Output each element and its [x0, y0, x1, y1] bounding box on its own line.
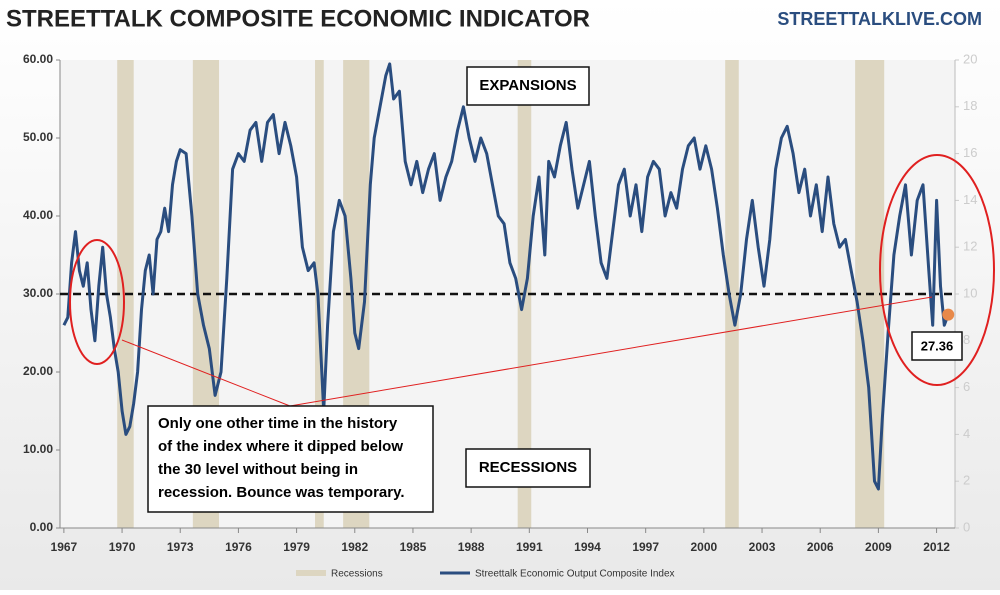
x-tick-label: 1967 [51, 540, 78, 554]
chart-title: STREETTALK COMPOSITE ECONOMIC INDICATOR [6, 5, 590, 32]
x-tick-label: 1994 [574, 540, 601, 554]
x-tick-label: 2006 [807, 540, 834, 554]
legend-swatch [296, 570, 326, 576]
x-tick-label: 2003 [749, 540, 776, 554]
y2-tick-label: 20 [963, 51, 977, 66]
recessions-label: RECESSIONS [479, 459, 577, 476]
x-tick-label: 1985 [400, 540, 427, 554]
arrow [121, 339, 291, 407]
y2-tick-label: 18 [963, 98, 977, 113]
data-line [62, 62, 950, 491]
y2-tick-label: 2 [963, 473, 970, 488]
x-tick-label: 1979 [283, 540, 310, 554]
last-value-label: 27.36 [921, 338, 954, 353]
annotations: 27.36 Only one other time in the history o… [69, 66, 995, 580]
last-point [942, 308, 955, 321]
y2-tick-label: 16 [963, 145, 977, 160]
y2-tick-label: 8 [963, 332, 970, 347]
y-tick-label: 10.00 [23, 442, 53, 456]
highlight-circle [879, 154, 995, 386]
x-tick-label: 2000 [691, 540, 718, 554]
y2-tick-label: 0 [963, 519, 970, 534]
x-tick-label: 1991 [516, 540, 543, 554]
y2-tick-label: 4 [963, 426, 970, 441]
label-box [911, 331, 963, 361]
label-box [466, 66, 590, 106]
y-tick-label: 60.00 [23, 52, 53, 66]
y-tick-label: 20.00 [23, 364, 53, 378]
note-line: of the index where it dipped below [158, 438, 403, 455]
expansions-label: EXPANSIONS [479, 77, 576, 94]
x-tick-label: 1973 [167, 540, 194, 554]
x-tick-label: 1976 [225, 540, 252, 554]
y2-tick-label: 12 [963, 239, 977, 254]
note-line: Only one other time in the history [158, 415, 398, 432]
label-box [465, 448, 591, 488]
x-tick-label: 1997 [632, 540, 659, 554]
source: STREETTALKLIVE.COM [777, 9, 982, 29]
x-tick-label: 2012 [923, 540, 950, 554]
arrow [289, 296, 933, 407]
x-tick-label: 1982 [341, 540, 368, 554]
note-box [147, 405, 434, 513]
x-tick-label: 2009 [865, 540, 892, 554]
legend-label: Streettalk Economic Output Composite Ind… [475, 569, 675, 580]
y-tick-label: 30.00 [23, 286, 53, 300]
legend-label: Recessions [331, 569, 383, 580]
recession-band [725, 60, 739, 528]
highlight-circle [69, 239, 125, 365]
y-tick-label: 0.00 [30, 520, 54, 534]
y2-tick-label: 6 [963, 379, 970, 394]
y2-tick-label: 10 [963, 285, 977, 300]
note-line: recession. Bounce was temporary. [158, 484, 404, 501]
y-tick-label: 50.00 [23, 130, 53, 144]
x-tick-label: 1988 [458, 540, 485, 554]
note-line: the 30 level without being in [158, 461, 358, 478]
y-tick-label: 40.00 [23, 208, 53, 222]
y2-tick-label: 14 [963, 192, 977, 207]
x-tick-label: 1970 [109, 540, 136, 554]
